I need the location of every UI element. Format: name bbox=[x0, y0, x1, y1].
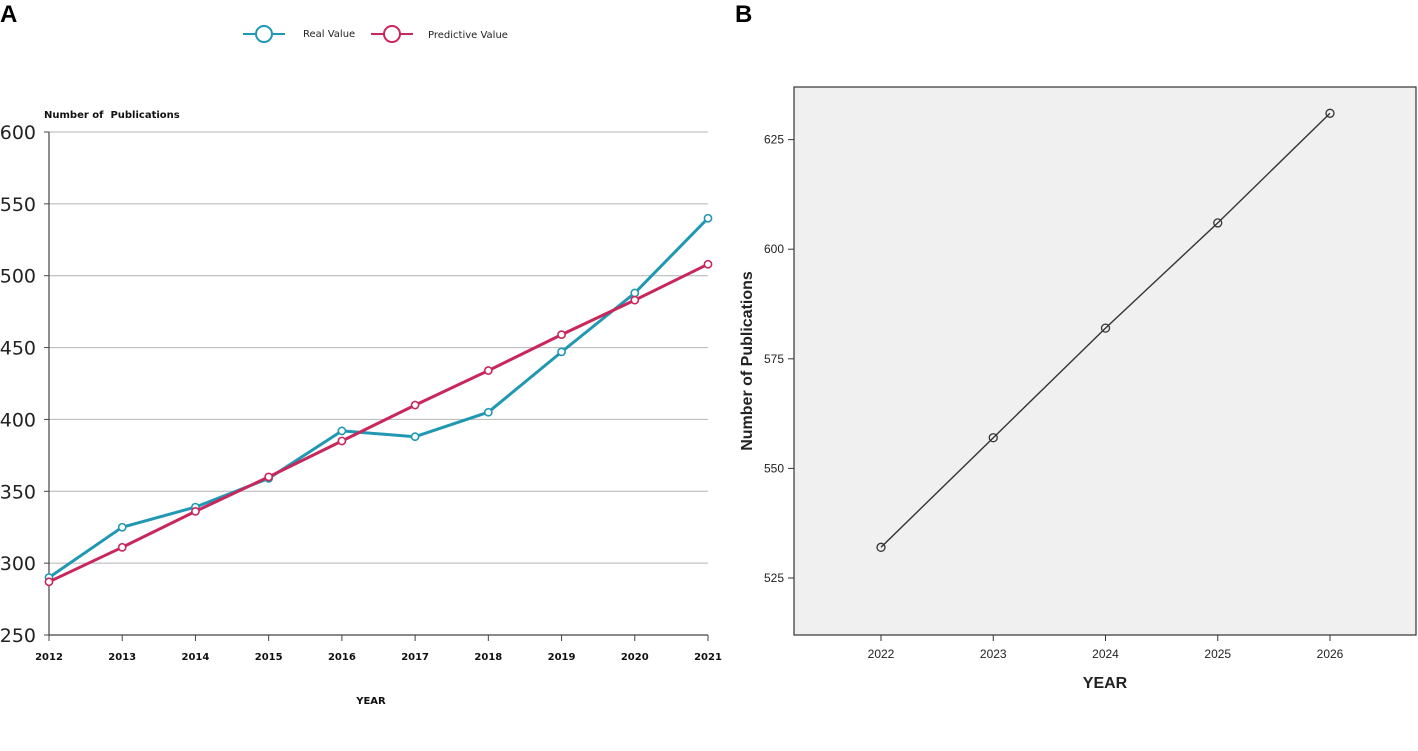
y-tick-label: 600 bbox=[0, 122, 36, 144]
x-axis-label-b: YEAR bbox=[1083, 675, 1128, 692]
x-ticks: 2012 2013 2014 2015 2016 2017 2018 2019 2020 2021 bbox=[35, 635, 722, 663]
x-tick-label-b: 2026 bbox=[1317, 647, 1344, 661]
y-ticks: 250 300 350 400 450 500 550 600 bbox=[0, 122, 49, 647]
y-tick-label: 300 bbox=[0, 553, 36, 575]
y-tick-label: 500 bbox=[0, 266, 36, 288]
x-tick-label-b: 2022 bbox=[868, 647, 895, 661]
real-value-point bbox=[117, 522, 127, 532]
forecast-point bbox=[988, 433, 998, 443]
predictive-value-point bbox=[703, 259, 713, 269]
y-tick-label: 400 bbox=[0, 409, 36, 431]
y-tick-label: 450 bbox=[0, 338, 36, 360]
x-tick-label: 2018 bbox=[474, 652, 502, 663]
x-tick-label: 2012 bbox=[35, 652, 63, 663]
predictive-value-point bbox=[44, 577, 54, 587]
predictive-value-point bbox=[483, 366, 493, 375]
plot-area-b bbox=[793, 86, 1417, 636]
panel-a-label: A bbox=[0, 1, 17, 28]
series-group bbox=[44, 213, 713, 587]
y-tick-label-b: 625 bbox=[764, 133, 784, 147]
x-tick-label-b: 2023 bbox=[980, 647, 1007, 661]
legend-real-label: Real Value bbox=[303, 29, 355, 40]
x-axis-label: YEAR bbox=[355, 696, 386, 707]
predictive-value-point bbox=[337, 436, 347, 446]
x-tick-label: 2016 bbox=[328, 652, 356, 663]
x-tick-label: 2020 bbox=[621, 652, 649, 663]
x-tick-label-b: 2024 bbox=[1092, 647, 1119, 661]
panel-b: B 525 550 575 600 625 2022 2023 2024 2025 2026 N… bbox=[735, 1, 1417, 692]
y-tick-label-b: 525 bbox=[764, 571, 784, 585]
legend-predictive-marker bbox=[383, 25, 401, 43]
real-value-point bbox=[410, 432, 420, 442]
x-tick-label: 2013 bbox=[108, 652, 136, 663]
y-tick-label-b: 575 bbox=[764, 352, 784, 366]
x-tick-label: 2019 bbox=[548, 652, 576, 663]
y-axis-label-b: Number of Publications bbox=[739, 271, 756, 451]
real-value-line bbox=[48, 217, 710, 579]
real-value-point bbox=[630, 288, 640, 298]
predictive-value-point bbox=[264, 472, 274, 482]
legend-real-marker bbox=[255, 25, 273, 43]
y-tick-label: 250 bbox=[0, 625, 36, 647]
forecast-point bbox=[876, 542, 886, 552]
x-tick-label: 2014 bbox=[182, 652, 210, 663]
panel-a: A Real Value Predictive Value Number of … bbox=[0, 1, 722, 707]
x-tick-label: 2015 bbox=[255, 652, 283, 663]
real-value-point bbox=[557, 347, 566, 357]
predictive-value-point bbox=[557, 330, 566, 340]
predictive-value-point bbox=[191, 507, 200, 516]
y-tick-label-b: 600 bbox=[764, 242, 784, 256]
predictive-value-point bbox=[117, 542, 127, 552]
forecast-point bbox=[1213, 218, 1223, 228]
predictive-value-point bbox=[410, 400, 420, 410]
predictive-value-point bbox=[630, 295, 640, 305]
legend-predictive-label: Predictive Value bbox=[428, 30, 508, 41]
x-ticks-b: 2022 2023 2024 2025 2026 bbox=[868, 635, 1344, 661]
legend: Real Value Predictive Value bbox=[243, 25, 508, 43]
y-axis-label: Number of Publications bbox=[44, 110, 180, 121]
x-tick-label-b: 2025 bbox=[1204, 647, 1231, 661]
real-value-point bbox=[703, 213, 713, 223]
x-tick-label: 2021 bbox=[694, 652, 722, 663]
series-group-b bbox=[876, 108, 1335, 552]
y-tick-label-b: 550 bbox=[764, 461, 784, 475]
y-ticks-b: 525 550 575 600 625 bbox=[764, 133, 794, 585]
y-tick-label: 350 bbox=[0, 481, 36, 503]
real-value-point bbox=[483, 407, 493, 417]
y-tick-label: 550 bbox=[0, 194, 36, 216]
forecast-point bbox=[1100, 323, 1111, 333]
panel-b-label: B bbox=[735, 1, 752, 28]
grid-lines bbox=[49, 131, 708, 564]
x-tick-label: 2017 bbox=[401, 652, 429, 663]
predictive-value-line bbox=[48, 262, 709, 584]
real-value-point bbox=[337, 426, 347, 436]
forecast-point bbox=[1325, 108, 1335, 118]
forecast-line bbox=[880, 112, 1331, 548]
